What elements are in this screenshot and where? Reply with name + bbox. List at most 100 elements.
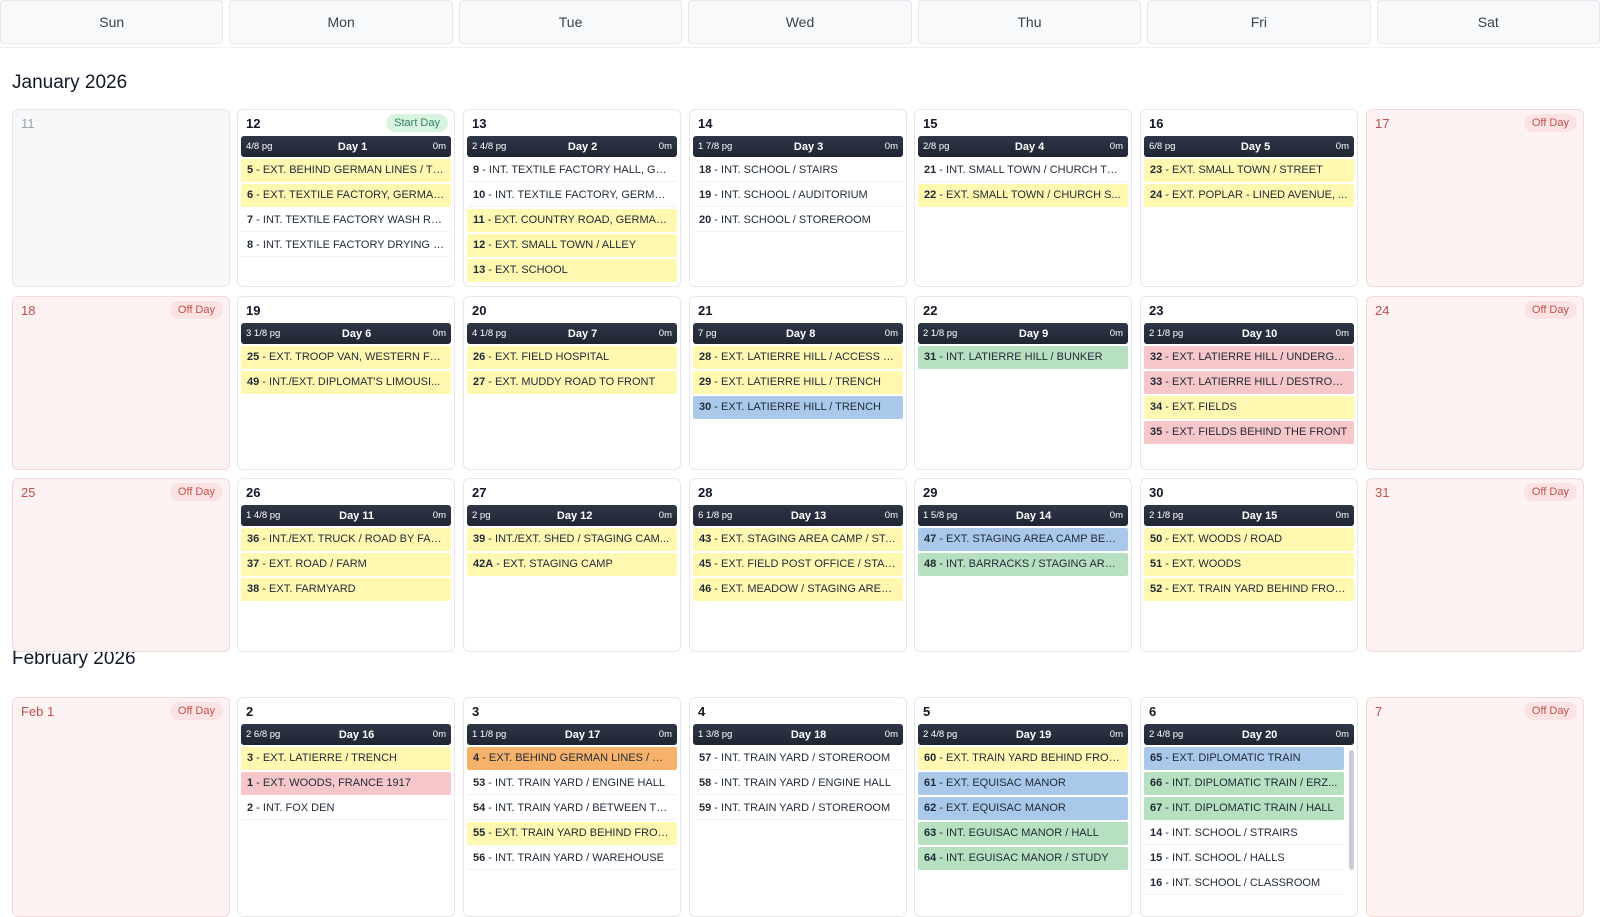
scene-strip[interactable]: 52 - EXT. TRAIN YARD BEHIND FRON... xyxy=(1144,578,1354,601)
day-cell[interactable]: 3 1 1/8 pg Day 17 0m 4 - EXT. BEHIND GERMAN … xyxy=(463,697,681,917)
day-cell[interactable]: Feb 1 Off Day xyxy=(12,697,230,917)
scene-strip[interactable]: 61 - EXT. EQUISAC MANOR xyxy=(918,772,1128,795)
scene-strip[interactable]: 2 - INT. FOX DEN xyxy=(241,797,451,820)
scene-strip[interactable]: 62 - EXT. EQUISAC MANOR xyxy=(918,797,1128,820)
scene-strip[interactable]: 33 - EXT. LATIERRE HILL / DESTROYE... xyxy=(1144,371,1354,394)
day-cell[interactable]: 20 4 1/8 pg Day 7 0m 26 - EXT. FIELD HOSPITA… xyxy=(463,296,681,470)
day-cell[interactable]: 5 2 4/8 pg Day 19 0m 60 - EXT. TRAIN YARD BE… xyxy=(914,697,1132,917)
scene-strip[interactable]: 53 - INT. TRAIN YARD / ENGINE HALL xyxy=(467,772,677,795)
shoot-day-bar[interactable]: 1 3/8 pg Day 18 0m xyxy=(693,724,903,745)
scene-strip[interactable]: 54 - INT. TRAIN YARD / BETWEEN TW... xyxy=(467,797,677,820)
scene-strip[interactable]: 37 - EXT. ROAD / FARM xyxy=(241,553,451,576)
scene-strip[interactable]: 13 - EXT. SCHOOL xyxy=(467,259,677,282)
day-cell[interactable]: 28 6 1/8 pg Day 13 0m 43 - EXT. STAGING AREA… xyxy=(689,478,907,652)
scene-strip[interactable]: 14 - INT. SCHOOL / STRAIRS xyxy=(1144,822,1344,845)
scene-strip[interactable]: 64 - INT. EGUISAC MANOR / STUDY xyxy=(918,847,1128,870)
scene-strip[interactable]: 35 - EXT. FIELDS BEHIND THE FRONT xyxy=(1144,421,1354,444)
day-cell[interactable]: 13 2 4/8 pg Day 2 0m 9 - INT. TEXTILE FACTOR… xyxy=(463,109,681,287)
scene-strip[interactable]: 10 - INT. TEXTILE FACTORY, GERMANY xyxy=(467,184,677,207)
shoot-day-bar[interactable]: 1 4/8 pg Day 11 0m xyxy=(241,505,451,526)
scene-strip[interactable]: 51 - EXT. WOODS xyxy=(1144,553,1354,576)
shoot-day-bar[interactable]: 1 1/8 pg Day 17 0m xyxy=(467,724,677,745)
day-cell[interactable]: 7 Off Day xyxy=(1366,697,1584,917)
scene-strip[interactable]: 28 - EXT. LATIERRE HILL / ACCESS T... xyxy=(693,346,903,369)
scene-strip[interactable]: 19 - INT. SCHOOL / AUDITORIUM xyxy=(693,184,903,207)
shoot-day-bar[interactable]: 2 4/8 pg Day 20 0m xyxy=(1144,724,1354,745)
day-cell[interactable]: 27 2 pg Day 12 0m 39 - INT./EXT. SHED / STAG… xyxy=(463,478,681,652)
scene-strip[interactable]: 16 - INT. SCHOOL / CLASSROOM xyxy=(1144,872,1344,895)
shoot-day-bar[interactable]: 2 6/8 pg Day 16 0m xyxy=(241,724,451,745)
scene-strip[interactable]: 21 - INT. SMALL TOWN / CHURCH TO... xyxy=(918,159,1128,182)
scrollbar[interactable] xyxy=(1349,750,1354,870)
scene-strip[interactable]: 49 - INT./EXT. DIPLOMAT'S LIMOUSI... xyxy=(241,371,451,394)
scene-strip[interactable]: 58 - INT. TRAIN YARD / ENGINE HALL xyxy=(693,772,903,795)
day-cell[interactable]: 4 1 3/8 pg Day 18 0m 57 - INT. TRAIN YARD / … xyxy=(689,697,907,917)
shoot-day-bar[interactable]: 2 1/8 pg Day 15 0m xyxy=(1144,505,1354,526)
scene-strip[interactable]: 60 - EXT. TRAIN YARD BEHIND FRON... xyxy=(918,747,1128,770)
scene-strip[interactable]: 55 - EXT. TRAIN YARD BEHIND FRON... xyxy=(467,822,677,845)
scene-strip[interactable]: 4 - EXT. BEHIND GERMAN LINES / MA... xyxy=(467,747,677,770)
day-cell[interactable]: 6 2 4/8 pg Day 20 0m 65 - EXT. DIPLOMATIC TR… xyxy=(1140,697,1358,917)
scene-strip[interactable]: 5 - EXT. BEHIND GERMAN LINES / TR... xyxy=(241,159,451,182)
day-cell[interactable]: 12 Start Day 4/8 pg Day 1 0m 5 - EXT. BEHIND … xyxy=(237,109,455,287)
scene-strip[interactable]: 39 - INT./EXT. SHED / STAGING CAM... xyxy=(467,528,677,551)
scene-strip[interactable]: 63 - INT. EGUISAC MANOR / HALL xyxy=(918,822,1128,845)
scene-strip[interactable]: 50 - EXT. WOODS / ROAD xyxy=(1144,528,1354,551)
scene-strip[interactable]: 15 - INT. SCHOOL / HALLS xyxy=(1144,847,1344,870)
scene-strip[interactable]: 26 - EXT. FIELD HOSPITAL xyxy=(467,346,677,369)
scene-strip[interactable]: 27 - EXT. MUDDY ROAD TO FRONT xyxy=(467,371,677,394)
shoot-day-bar[interactable]: 2 1/8 pg Day 9 0m xyxy=(918,323,1128,344)
scene-strip[interactable]: 31 - INT. LATIERRE HILL / BUNKER xyxy=(918,346,1128,369)
scene-strip[interactable]: 20 - INT. SCHOOL / STOREROOM xyxy=(693,209,903,232)
scene-strip[interactable]: 1 - EXT. WOODS, FRANCE 1917 xyxy=(241,772,451,795)
scene-strip[interactable]: 6 - EXT. TEXTILE FACTORY, GERMANY xyxy=(241,184,451,207)
day-cell[interactable]: 17 Off Day xyxy=(1366,109,1584,287)
scene-strip[interactable]: 36 - INT./EXT. TRUCK / ROAD BY FARM xyxy=(241,528,451,551)
scene-strip[interactable]: 45 - EXT. FIELD POST OFFICE / STAGI... xyxy=(693,553,903,576)
day-cell[interactable]: 16 6/8 pg Day 5 0m 23 - EXT. SMALL TOWN / ST… xyxy=(1140,109,1358,287)
scene-strip[interactable]: 23 - EXT. SMALL TOWN / STREET xyxy=(1144,159,1354,182)
shoot-day-bar[interactable]: 2 4/8 pg Day 2 0m xyxy=(467,136,677,157)
scene-strip[interactable]: 3 - EXT. LATIERRE / TRENCH xyxy=(241,747,451,770)
scene-strip[interactable]: 18 - INT. SCHOOL / STAIRS xyxy=(693,159,903,182)
scene-strip[interactable]: 47 - EXT. STAGING AREA CAMP BEHI... xyxy=(918,528,1128,551)
scene-strip[interactable]: 30 - EXT. LATIERRE HILL / TRENCH xyxy=(693,396,903,419)
scene-strip[interactable]: 65 - EXT. DIPLOMATIC TRAIN xyxy=(1144,747,1344,770)
scene-strip[interactable]: 25 - EXT. TROOP VAN, WESTERN FR... xyxy=(241,346,451,369)
scene-strip[interactable]: 59 - INT. TRAIN YARD / STOREROOM xyxy=(693,797,903,820)
day-cell[interactable]: 11 xyxy=(12,109,230,287)
shoot-day-bar[interactable]: 2 pg Day 12 0m xyxy=(467,505,677,526)
day-cell[interactable]: 19 3 1/8 pg Day 6 0m 25 - EXT. TROOP VAN, WE… xyxy=(237,296,455,470)
scene-strip[interactable]: 32 - EXT. LATIERRE HILL / UNDERGR... xyxy=(1144,346,1354,369)
shoot-day-bar[interactable]: 4/8 pg Day 1 0m xyxy=(241,136,451,157)
day-cell[interactable]: 25 Off Day xyxy=(12,478,230,652)
day-cell[interactable]: 24 Off Day xyxy=(1366,296,1584,470)
day-cell[interactable]: 2 2 6/8 pg Day 16 0m 3 - EXT. LATIERRE / TRE… xyxy=(237,697,455,917)
scene-strip[interactable]: 48 - INT. BARRACKS / STAGING AREA... xyxy=(918,553,1128,576)
scene-strip[interactable]: 12 - EXT. SMALL TOWN / ALLEY xyxy=(467,234,677,257)
scene-strip[interactable]: 66 - INT. DIPLOMATIC TRAIN / ERZ... xyxy=(1144,772,1344,795)
day-cell[interactable]: 23 2 1/8 pg Day 10 0m 32 - EXT. LATIERRE HIL… xyxy=(1140,296,1358,470)
day-cell[interactable]: 22 2 1/8 pg Day 9 0m 31 - INT. LATIERRE HILL… xyxy=(914,296,1132,470)
day-cell[interactable]: 18 Off Day xyxy=(12,296,230,470)
day-cell[interactable]: 31 Off Day xyxy=(1366,478,1584,652)
scene-strip[interactable]: 29 - EXT. LATIERRE HILL / TRENCH xyxy=(693,371,903,394)
scene-strip[interactable]: 24 - EXT. POPLAR - LINED AVENUE, ... xyxy=(1144,184,1354,207)
day-cell[interactable]: 21 7 pg Day 8 0m 28 - EXT. LATIERRE HILL / A… xyxy=(689,296,907,470)
shoot-day-bar[interactable]: 4 1/8 pg Day 7 0m xyxy=(467,323,677,344)
scene-strip[interactable]: 43 - EXT. STAGING AREA CAMP / STA... xyxy=(693,528,903,551)
day-cell[interactable]: 29 1 5/8 pg Day 14 0m 47 - EXT. STAGING AREA… xyxy=(914,478,1132,652)
scene-strip[interactable]: 8 - INT. TEXTILE FACTORY DRYING R... xyxy=(241,234,451,257)
shoot-day-bar[interactable]: 2 4/8 pg Day 19 0m xyxy=(918,724,1128,745)
shoot-day-bar[interactable]: 6/8 pg Day 5 0m xyxy=(1144,136,1354,157)
scene-strip[interactable]: 46 - EXT. MEADOW / STAGING AREA ... xyxy=(693,578,903,601)
scene-strip[interactable]: 67 - INT. DIPLOMATIC TRAIN / HALL xyxy=(1144,797,1344,820)
scene-strip[interactable]: 56 - INT. TRAIN YARD / WAREHOUSE xyxy=(467,847,677,870)
shoot-day-bar[interactable]: 1 5/8 pg Day 14 0m xyxy=(918,505,1128,526)
day-cell[interactable]: 26 1 4/8 pg Day 11 0m 36 - INT./EXT. TRUCK /… xyxy=(237,478,455,652)
scene-strip[interactable]: 9 - INT. TEXTILE FACTORY HALL, GER... xyxy=(467,159,677,182)
shoot-day-bar[interactable]: 1 7/8 pg Day 3 0m xyxy=(693,136,903,157)
scene-strip[interactable]: 7 - INT. TEXTILE FACTORY WASH RO... xyxy=(241,209,451,232)
scene-strip[interactable]: 42A - EXT. STAGING CAMP xyxy=(467,553,677,576)
shoot-day-bar[interactable]: 6 1/8 pg Day 13 0m xyxy=(693,505,903,526)
